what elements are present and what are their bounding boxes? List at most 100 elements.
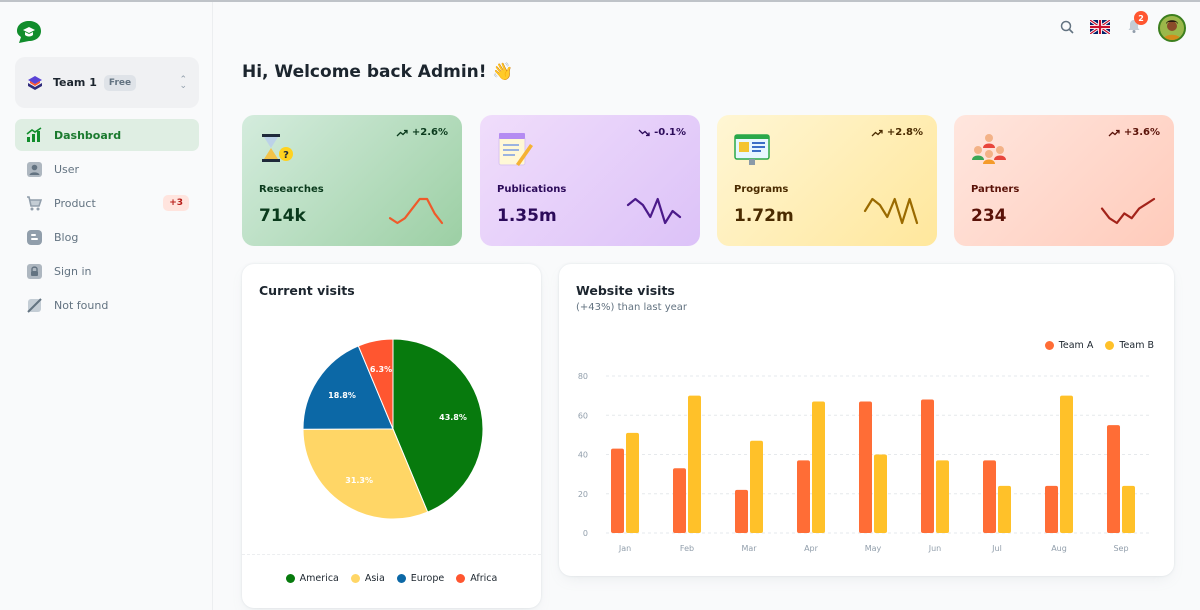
x-tick-label: May — [865, 544, 882, 553]
sparkline-path — [626, 197, 682, 225]
hourglass-icon: ? — [258, 130, 296, 168]
pie-label: 18.8% — [328, 391, 356, 400]
team-logo-icon — [27, 75, 43, 91]
bar-team-b-mar[interactable] — [750, 440, 763, 533]
sidebar-item-user[interactable]: User — [15, 153, 199, 185]
avatar[interactable] — [1158, 14, 1186, 42]
divider — [242, 554, 541, 555]
sidebar-item-label: Sign in — [54, 264, 92, 278]
pie-slice-america[interactable] — [392, 338, 484, 513]
pie-chart: 43.8% 31.3% 18.8% 6.3% — [302, 338, 484, 520]
x-tick-label: Jul — [991, 544, 1002, 553]
sidebar-item-label: Dashboard — [54, 128, 122, 142]
bar-team-a-jun[interactable] — [921, 399, 934, 533]
legend-label: Africa — [470, 573, 498, 584]
bar-team-a-aug[interactable] — [1045, 485, 1058, 533]
bar-team-a-sep[interactable] — [1107, 425, 1120, 533]
current-visits-card: Current visits 43.8% 31.3% 18.8% 6.3% Ameri… — [242, 264, 541, 608]
pie-slice-asia[interactable] — [302, 428, 429, 520]
pie-slice-europe[interactable] — [302, 345, 394, 430]
sparkline — [863, 197, 919, 225]
y-tick-label: 20 — [578, 490, 588, 499]
bar-team-a-apr[interactable] — [797, 460, 810, 533]
user-icon — [25, 160, 43, 178]
pie-label: 31.3% — [345, 476, 373, 485]
stat-value: 1.72m — [734, 206, 794, 226]
sparkline-path — [388, 197, 444, 225]
plan-badge: Free — [103, 74, 137, 91]
bar-team-a-mar[interactable] — [735, 489, 748, 533]
product-count-badge: +3 — [163, 195, 189, 211]
bar-team-b-jun[interactable] — [936, 460, 949, 533]
sidebar-item-label: Blog — [54, 230, 79, 244]
stat-label: Researches — [259, 184, 324, 195]
lock-icon — [25, 262, 43, 280]
people-group-icon — [970, 130, 1008, 168]
legend-item-america[interactable]: America — [285, 573, 339, 584]
stat-trend-value: -0.1% — [654, 127, 686, 138]
legend-item-europe[interactable]: Europe — [396, 573, 444, 584]
stat-label: Partners — [971, 184, 1020, 195]
legend-item-team-b[interactable]: Team B — [1105, 340, 1154, 351]
sidebar-item-label: Product — [54, 196, 96, 210]
stat-label: Programs — [734, 184, 789, 195]
legend-label: Team B — [1119, 340, 1154, 351]
bar-team-b-feb[interactable] — [688, 395, 701, 533]
sidebar-item-blog[interactable]: Blog — [15, 221, 199, 253]
stat-label: Publications — [497, 184, 567, 195]
bar-team-b-jan[interactable] — [626, 432, 639, 533]
x-tick-label: Feb — [680, 544, 694, 553]
logo-icon[interactable] — [16, 20, 42, 44]
sidebar-item-label: User — [54, 162, 80, 176]
legend-item-team-a[interactable]: Team A — [1044, 340, 1094, 351]
bar-team-b-may[interactable] — [874, 454, 887, 534]
team-switcher[interactable]: Team 1 Free ⌃ ⌄ — [15, 57, 199, 108]
stat-trend: +2.8% — [871, 127, 923, 138]
blog-icon — [25, 228, 43, 246]
bar-team-b-aug[interactable] — [1060, 395, 1073, 533]
bar-team-b-sep[interactable] — [1122, 485, 1135, 533]
legend-item-asia[interactable]: Asia — [350, 573, 385, 584]
pie-slice-africa[interactable] — [357, 338, 394, 430]
x-tick-label: Apr — [804, 544, 819, 553]
bar-team-a-jan[interactable] — [611, 448, 624, 533]
page-title: Hi, Welcome back Admin! 👋 — [242, 62, 514, 82]
x-tick-label: Jan — [618, 544, 631, 553]
top-bar: 2 — [1044, 11, 1186, 42]
not-found-icon — [25, 296, 43, 314]
stat-trend: +3.6% — [1108, 127, 1160, 138]
stat-trend-value: +2.8% — [886, 127, 923, 138]
x-tick-label: Mar — [741, 544, 757, 553]
stat-trend-value: +3.6% — [1123, 127, 1160, 138]
x-tick-label: Sep — [1113, 544, 1128, 553]
card-subtitle: (+43%) than last year — [576, 302, 688, 313]
bar-chart: 0 20 40 60 80 Jan Feb Mar Apr May Jun Jul Aug Sep — [578, 372, 1151, 553]
stat-card-researches: ? +2.6% Researches 714k — [242, 115, 462, 246]
pie-label: 6.3% — [370, 365, 392, 374]
stat-value: 714k — [259, 206, 306, 226]
stat-card-partners: +3.6% Partners 234 — [954, 115, 1174, 246]
sidebar-item-sign-in[interactable]: Sign in — [15, 255, 199, 287]
sidebar-item-dashboard[interactable]: Dashboard — [15, 119, 199, 151]
sidebar-item-not-found[interactable]: Not found — [15, 289, 199, 321]
sidebar-item-label: Not found — [54, 298, 109, 312]
stat-trend: +2.6% — [396, 127, 448, 138]
search-icon[interactable] — [1060, 19, 1074, 38]
bar-team-a-feb[interactable] — [673, 468, 686, 533]
card-title: Website visits — [576, 283, 675, 298]
stat-value: 1.35m — [497, 206, 557, 226]
legend-label: Team A — [1058, 340, 1094, 351]
bar-team-b-jul[interactable] — [998, 485, 1011, 533]
svg-text:?: ? — [283, 150, 289, 161]
bar-team-a-may[interactable] — [859, 401, 872, 533]
legend-item-africa[interactable]: Africa — [456, 573, 497, 584]
sparkline — [626, 197, 682, 225]
y-tick-label: 40 — [578, 451, 588, 460]
notification-count-badge: 2 — [1134, 11, 1148, 25]
bar-team-a-jul[interactable] — [983, 460, 996, 533]
legend-label: America — [299, 573, 339, 584]
bar-team-b-apr[interactable] — [812, 401, 825, 533]
notification-bell-icon[interactable]: 2 — [1126, 11, 1148, 38]
sidebar-item-product[interactable]: Product +3 — [15, 187, 199, 219]
uk-flag-icon[interactable] — [1089, 18, 1111, 38]
